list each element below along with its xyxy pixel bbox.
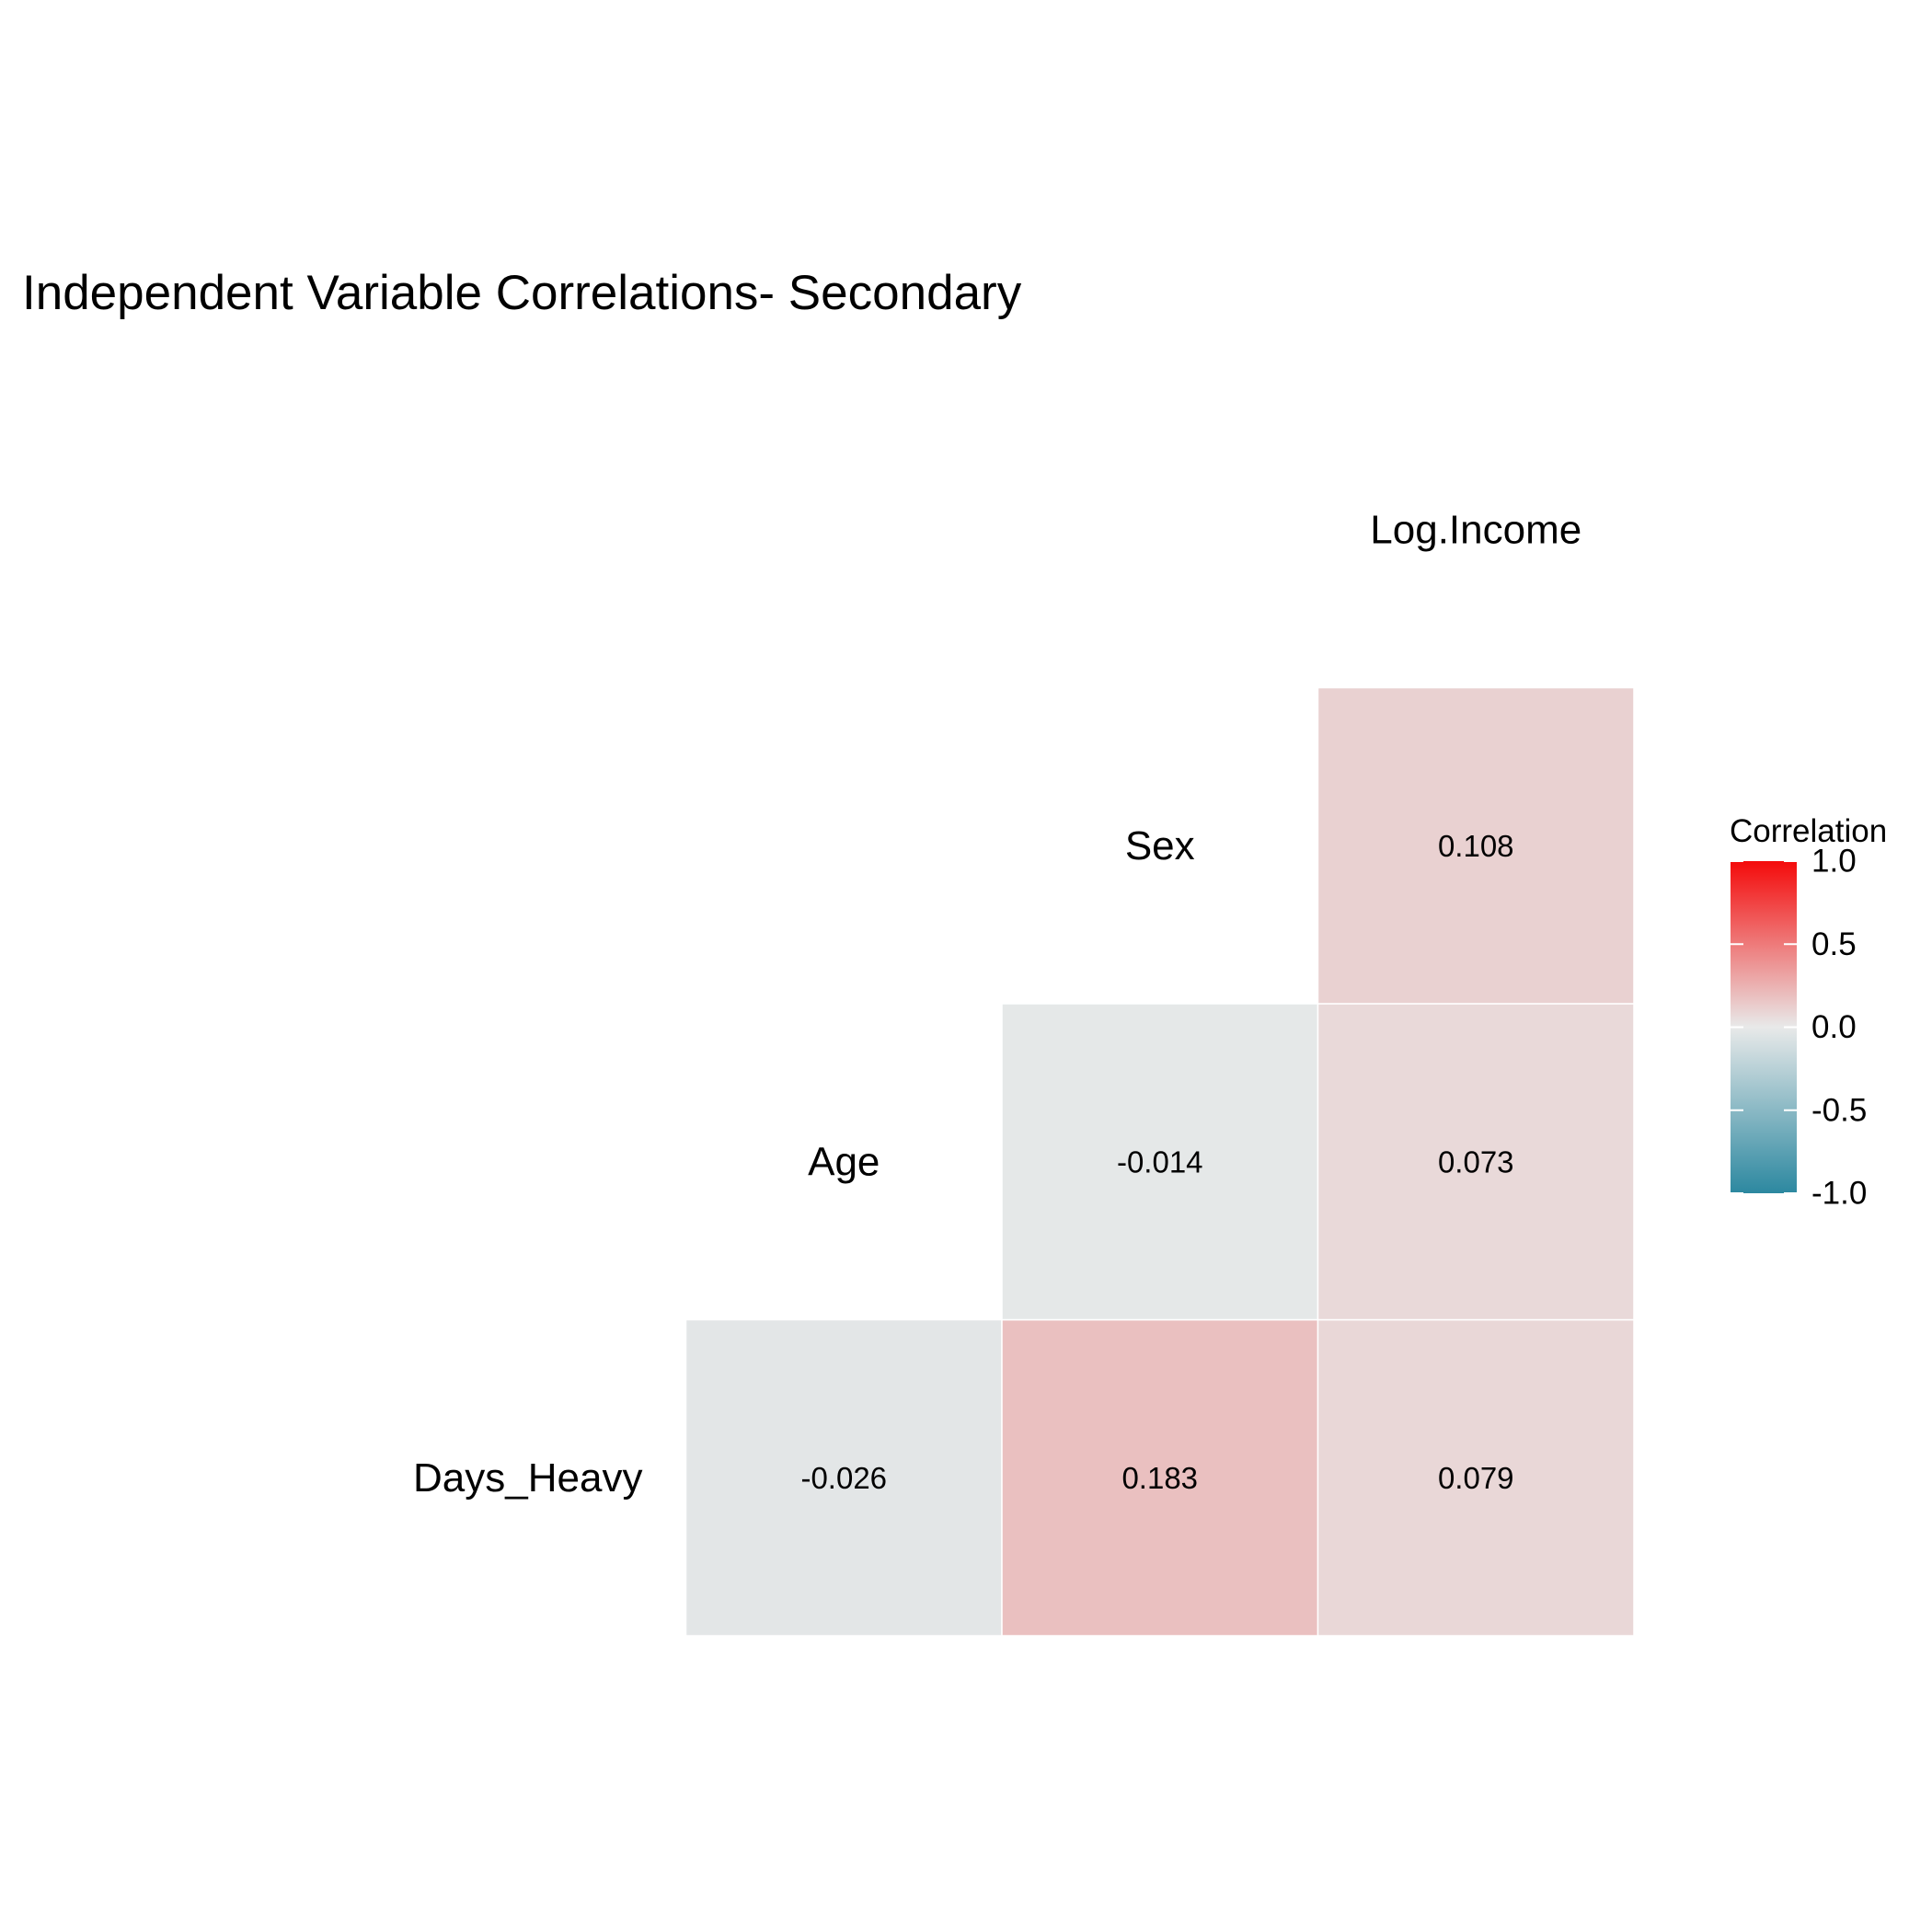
chart-title: Independent Variable Correlations- Secon…	[22, 266, 1022, 320]
variable-labels: Days_Heavy Age Sex Log.Income	[413, 507, 1581, 1501]
legend-tick-label: -0.5	[1811, 1092, 1867, 1128]
heatmap-cell	[1317, 1318, 1635, 1637]
heatmap-cells: -0.026 0.183 0.079 -0.014 0.073 0.108	[684, 686, 1635, 1637]
cell-value-label: 0.073	[1438, 1144, 1514, 1179]
heatmap-cell	[1001, 1003, 1319, 1321]
legend-title: Correlation	[1730, 813, 1887, 849]
legend-tick-label: 0.5	[1811, 926, 1857, 962]
legend-tick-label: 0.0	[1811, 1009, 1857, 1045]
variable-label: Log.Income	[1370, 507, 1581, 552]
cell-value-label: 0.108	[1438, 829, 1514, 863]
heatmap-cell	[1317, 1003, 1635, 1321]
legend-tick-label: -1.0	[1811, 1176, 1867, 1212]
legend-tick-label: 1.0	[1811, 844, 1857, 880]
cell-value-label: 0.079	[1438, 1461, 1514, 1495]
heatmap-cell	[1317, 686, 1635, 1005]
cell-value-label: 0.183	[1121, 1461, 1198, 1495]
variable-label: Age	[808, 1139, 880, 1184]
variable-label: Sex	[1125, 823, 1195, 868]
variable-label: Days_Heavy	[413, 1455, 642, 1501]
cell-value-label: -0.026	[800, 1461, 887, 1495]
color-legend: Correlation 1.0 0.5 0.0 -0.5 -1.0	[1730, 813, 1887, 1212]
cell-value-label: -0.014	[1117, 1144, 1203, 1179]
heatmap-cell	[684, 1318, 1003, 1637]
